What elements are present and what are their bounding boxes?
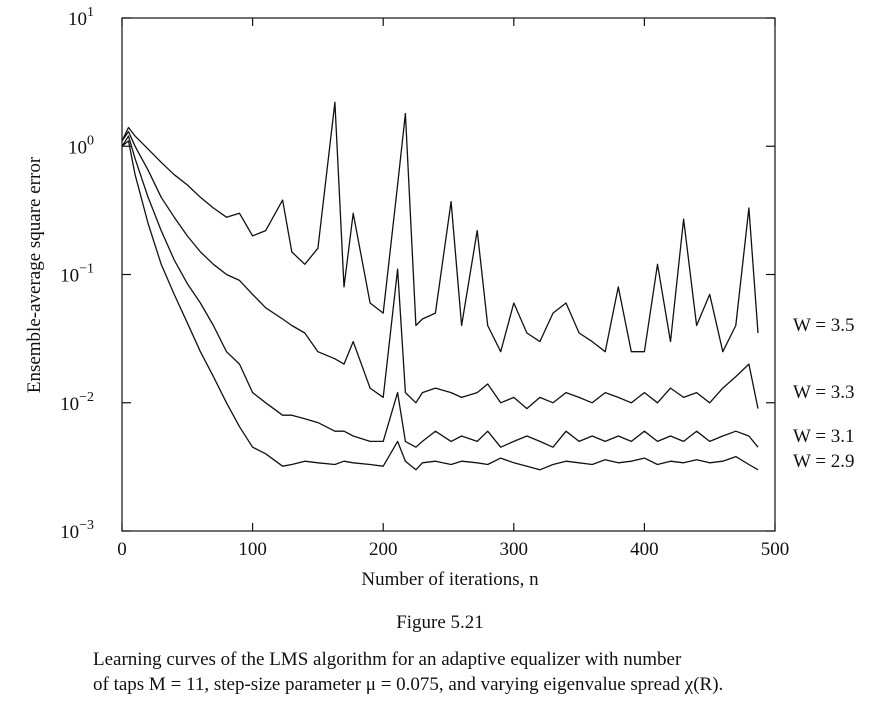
x-tick-label: 500 [761, 539, 790, 560]
series-line [121, 130, 759, 410]
y-tick-exponent: −2 [79, 390, 94, 405]
y-tick-label: 10−2 [60, 390, 94, 415]
x-tick-label: 400 [630, 539, 659, 560]
series-label: W = 2.9 [793, 451, 855, 472]
series-label: W = 3.5 [793, 315, 855, 336]
y-tick-base: 10 [60, 394, 79, 415]
y-tick-base: 10 [68, 137, 87, 158]
y-tick-exponent: 0 [87, 133, 94, 148]
y-tick-exponent: 1 [87, 5, 94, 20]
figure-label: Figure 5.21 [396, 612, 484, 633]
series-line [121, 135, 759, 448]
y-tick-exponent: −3 [79, 518, 94, 533]
series-label: W = 3.1 [793, 426, 855, 447]
x-tick-label: 0 [117, 539, 127, 560]
y-tick-label: 101 [68, 5, 94, 30]
caption-line: Learning curves of the LMS algorithm for… [93, 649, 682, 670]
y-tick-exponent: −1 [79, 262, 94, 277]
series-label: W = 3.3 [793, 382, 855, 403]
y-tick-base: 10 [60, 522, 79, 543]
caption-line: of taps M = 11, step-size parameter μ = … [93, 674, 723, 695]
x-tick-label: 300 [500, 539, 529, 560]
series-line [121, 101, 759, 353]
x-tick-label: 200 [369, 539, 398, 560]
x-tick-label: 100 [238, 539, 267, 560]
x-axis-label: Number of iterations, n [361, 569, 539, 590]
y-tick-label: 100 [68, 133, 94, 158]
y-tick-base: 10 [68, 9, 87, 30]
y-tick-label: 10−3 [60, 518, 94, 543]
y-tick-label: 10−1 [60, 262, 94, 287]
y-axis-label: Ensemble-average square error [24, 156, 45, 393]
y-tick-base: 10 [60, 266, 79, 287]
series-line [121, 140, 759, 471]
